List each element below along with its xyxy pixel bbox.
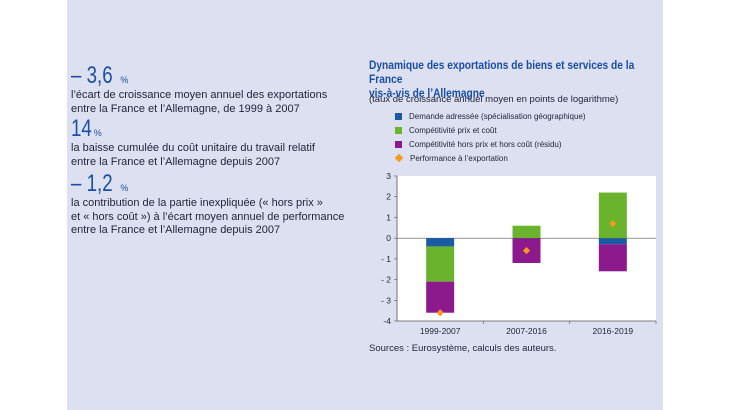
key-figure-2: 14% la baisse cumulée du coût unitaire d… [71, 117, 371, 169]
key-figure-3-line-2: et « hors coût ») à l’écart moyen annuel… [71, 210, 345, 223]
chart-legend: Demande adressée (spécialisation géograp… [394, 109, 586, 165]
key-figure-2-value: 14 [71, 115, 92, 142]
legend-item-demande: Demande adressée (spécialisation géograp… [395, 109, 586, 123]
y-tick-label: -4 [383, 316, 391, 326]
key-figure-1: – 3,6% l’écart de croissance moyen annue… [71, 64, 371, 116]
y-tick-label: - 3 [381, 295, 391, 305]
bar-segment [426, 238, 455, 247]
y-tick-label: 0 [386, 233, 391, 243]
key-figure-2-unit: % [93, 128, 102, 138]
key-figure-2-line-2: entre la France et l’Allemagne depuis 20… [71, 155, 281, 168]
chart-plot: 3 2 1 0 - 1 - 2 - 3 -4 1999-2007 2007-2016 2016-20… [381, 171, 657, 336]
chart-source: Sources : Eurosystème, calculs des auteu… [369, 343, 557, 354]
legend-swatch-prix [395, 126, 402, 134]
key-figure-3-line-1: la contribution de la partie inexpliquée… [71, 197, 323, 209]
bar-segment [598, 192, 627, 239]
key-figure-3-value: – 1,2 [71, 170, 113, 197]
bar-segment [598, 244, 627, 272]
y-tick-label: 3 [386, 171, 391, 181]
key-figure-3-unit: % [120, 183, 129, 193]
x-tick-label: 2016-2019 [593, 326, 634, 336]
legend-label-hors-prix: Compétitivité hors prix et hors coût (ré… [409, 139, 562, 149]
legend-swatch-hors-prix [395, 140, 402, 148]
legend-swatch-demande [395, 112, 402, 120]
legend-item-prix: Compétitivité prix et coût [395, 123, 586, 137]
key-figure-1-unit: % [120, 75, 129, 85]
y-tick-label: 1 [386, 212, 391, 222]
bar-segment [512, 225, 541, 239]
y-tick-label: - 1 [381, 254, 391, 264]
key-figure-3: – 1,2% la contribution de la partie inex… [71, 172, 371, 238]
legend-diamond-performance [394, 153, 404, 163]
key-figure-1-line-1: l’écart de croissance moyen annuel des e… [71, 89, 328, 101]
y-tick-label: - 2 [381, 275, 391, 285]
legend-item-hors-prix: Compétitivité hors prix et hors coût (ré… [395, 137, 586, 151]
key-figure-1-line-2: entre la France et l’Allemagne, de 1999 … [71, 102, 300, 115]
legend-item-performance: Performance à l’exportation [394, 151, 586, 165]
legend-label-prix: Compétitivité prix et coût [409, 125, 497, 135]
x-tick-label: 1999-2007 [420, 326, 461, 336]
bar-segment [426, 246, 455, 282]
chart-title: Dynamique des exportations de biens et s… [369, 58, 658, 100]
performance-marker [522, 246, 531, 255]
chart-title-line-2: vis-à-vis de l’Allemagne [369, 86, 485, 100]
legend-label-demande: Demande adressée (spécialisation géograp… [409, 111, 586, 121]
y-tick-label: 2 [386, 192, 391, 202]
chart-subtitle: (taux de croissance annuel moyen en poin… [369, 94, 619, 105]
key-figure-3-line-3: entre la France et l’Allemagne depuis 20… [71, 224, 281, 236]
key-figure-2-line-1: la baisse cumulée du coût unitaire du tr… [71, 142, 315, 154]
bar-segment [598, 238, 627, 245]
x-tick-label: 2007-2016 [506, 326, 547, 336]
legend-label-performance: Performance à l’exportation [410, 153, 508, 163]
chart-title-line-1: Dynamique des exportations de biens et s… [369, 58, 635, 86]
key-figure-1-value: – 3,6 [71, 62, 113, 89]
bar-segment [426, 281, 455, 313]
